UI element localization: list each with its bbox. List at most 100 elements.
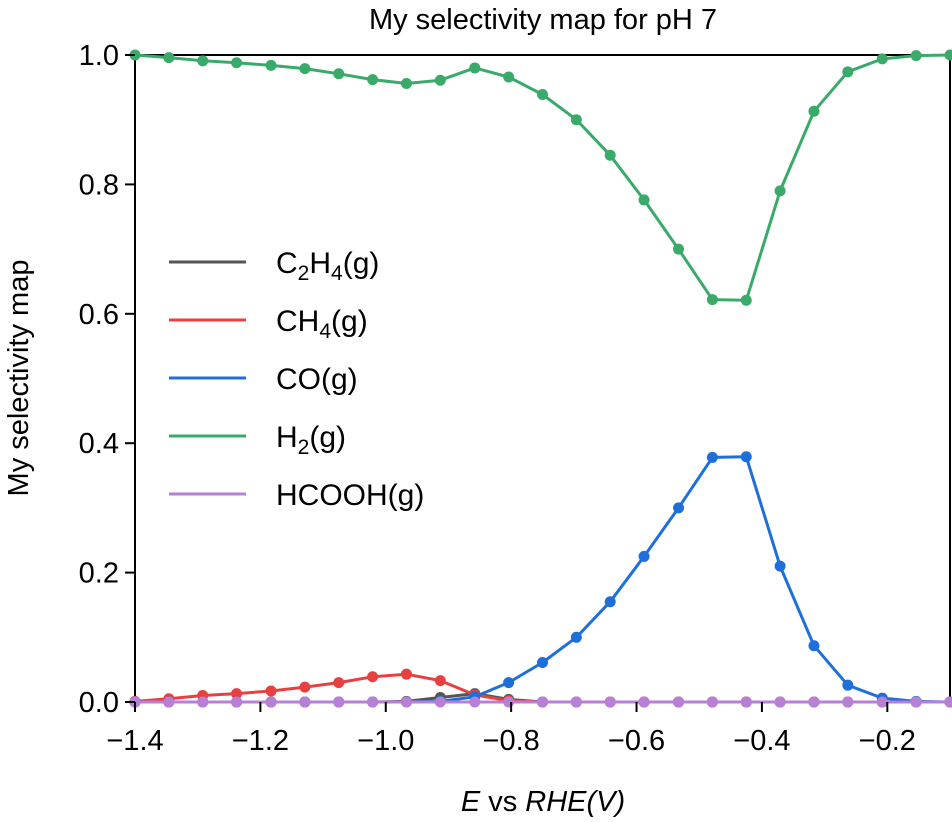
legend-text: H <box>309 247 331 280</box>
data-point <box>570 696 582 708</box>
legend-label: CH4(g) <box>276 305 368 343</box>
data-point <box>503 677 515 689</box>
data-point <box>604 149 616 161</box>
x-axis-label-mid: vs <box>480 786 525 818</box>
x-axis-label-ref: RHE(V) <box>525 786 625 818</box>
data-point <box>638 696 650 708</box>
legend: C2H4(g)CH4(g)CO(g)H2(g)HCOOH(g) <box>169 247 424 512</box>
data-point <box>434 675 446 687</box>
y-tick-label: 0.6 <box>79 299 119 331</box>
legend-item: C2H4(g) <box>169 247 379 285</box>
data-point <box>740 294 752 306</box>
data-point <box>333 68 345 80</box>
y-tick-label: 0.8 <box>79 169 119 201</box>
series-co-g <box>129 451 952 708</box>
data-point <box>265 696 277 708</box>
data-point <box>367 74 379 86</box>
data-point <box>842 696 854 708</box>
x-tick-label: −0.6 <box>608 725 665 757</box>
data-point <box>808 105 820 117</box>
data-point <box>740 451 752 463</box>
data-point <box>299 681 311 693</box>
y-tick-label: 0.4 <box>79 428 119 460</box>
legend-subscript: 2 <box>298 262 310 285</box>
data-point <box>570 631 582 643</box>
data-point <box>740 696 752 708</box>
data-point <box>537 696 548 708</box>
data-point <box>638 550 650 562</box>
data-point <box>333 696 345 708</box>
data-point <box>469 696 481 708</box>
data-point <box>265 59 277 71</box>
data-point <box>469 62 481 74</box>
plot-area <box>129 49 952 708</box>
data-point <box>673 696 685 708</box>
data-point <box>299 696 311 708</box>
y-axis-ticks: 0.0 0.2 0.4 0.6 0.8 1.0 <box>79 40 135 719</box>
data-point <box>604 696 616 708</box>
legend-label: CO(g) <box>276 363 358 396</box>
data-point <box>570 114 582 126</box>
data-point <box>638 194 650 206</box>
data-point <box>876 696 888 708</box>
series-hcooh-g <box>129 696 952 708</box>
data-point <box>333 677 345 689</box>
legend-text: C <box>276 247 298 280</box>
data-point <box>163 696 175 708</box>
legend-item: CH4(g) <box>169 305 368 343</box>
data-point <box>774 185 786 197</box>
data-point <box>434 696 446 708</box>
legend-text: (g) <box>331 305 368 338</box>
data-point <box>706 696 718 708</box>
legend-text: (g) <box>343 247 380 280</box>
data-point <box>299 63 311 75</box>
data-point <box>537 88 548 100</box>
legend-subscript: 4 <box>331 262 343 285</box>
data-point <box>808 696 820 708</box>
legend-text: (g) <box>388 479 425 512</box>
data-point <box>944 696 952 708</box>
data-point <box>842 66 854 78</box>
legend-subscript: 4 <box>319 320 331 343</box>
legend-text: CO <box>276 363 321 396</box>
data-point <box>231 57 243 69</box>
data-point <box>367 671 379 683</box>
data-point <box>231 688 243 700</box>
data-point <box>400 696 412 708</box>
legend-text: HCOOH <box>276 479 388 512</box>
data-point <box>673 502 685 514</box>
legend-item: HCOOH(g) <box>169 479 424 512</box>
data-point <box>774 560 786 572</box>
legend-label: H2(g) <box>276 421 346 459</box>
chart-title: My selectivity map for pH 7 <box>369 4 717 36</box>
data-point <box>537 657 548 669</box>
data-point <box>434 74 446 86</box>
x-tick-label: −1.0 <box>357 725 414 757</box>
data-point <box>604 596 616 608</box>
data-point <box>842 679 854 691</box>
data-point <box>503 696 515 708</box>
x-tick-label: −1.2 <box>232 725 289 757</box>
data-point <box>503 71 515 83</box>
data-point <box>400 77 412 89</box>
y-tick-label: 0.2 <box>79 558 119 590</box>
x-tick-label: −0.4 <box>733 725 790 757</box>
data-point <box>163 52 175 64</box>
y-axis-label: My selectivity map <box>3 260 35 497</box>
legend-item: CO(g) <box>169 363 358 396</box>
data-point <box>706 294 718 306</box>
x-axis-label: E vs RHE(V) <box>461 786 625 818</box>
data-point <box>265 685 277 697</box>
data-point <box>400 668 412 680</box>
legend-text: (g) <box>309 421 346 454</box>
legend-label: C2H4(g) <box>276 247 379 285</box>
legend-text: H <box>276 421 298 454</box>
data-point <box>910 696 922 708</box>
y-tick-label: 1.0 <box>79 40 119 72</box>
legend-label: HCOOH(g) <box>276 479 424 512</box>
legend-text: CH <box>276 305 319 338</box>
x-tick-label: −0.8 <box>483 725 540 757</box>
series-h2-g <box>129 49 952 306</box>
legend-item: H2(g) <box>169 421 346 459</box>
